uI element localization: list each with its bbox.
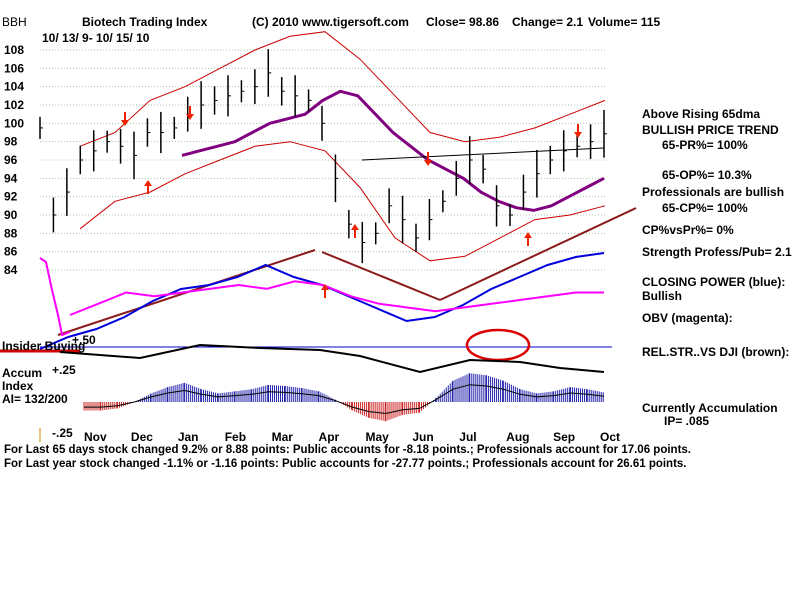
- arrow-head: [424, 160, 432, 166]
- ip-value: IP= .085: [664, 414, 709, 428]
- cpvspr-text: CP%vsPr%= 0%: [642, 223, 734, 237]
- month-label: May: [365, 430, 389, 444]
- obv-line: [69, 280, 604, 316]
- y-tick-label: 94: [4, 171, 18, 185]
- upper-band-line: [79, 31, 606, 147]
- arrow-head: [186, 114, 194, 120]
- accumulation-label: Currently Accumulation: [642, 401, 778, 415]
- trend-text: BULLISH PRICE TREND: [642, 123, 779, 137]
- sell-arrow: [121, 112, 129, 126]
- trendlines-group: [57, 147, 637, 336]
- cp-text: 65-CP%= 100%: [662, 201, 748, 215]
- y-tick-label: 84: [4, 263, 18, 277]
- buy-arrow: [524, 232, 532, 246]
- month-label: Apr: [319, 430, 340, 444]
- month-label: Dec: [131, 430, 153, 444]
- insider-buying-label: Insider Buying: [2, 339, 85, 353]
- y-tick-label: 104: [4, 80, 24, 94]
- chart-title: Biotech Trading Index: [82, 15, 208, 29]
- y-tick-label: 98: [4, 135, 18, 149]
- arrow-head: [121, 120, 129, 126]
- obv-group: [39, 257, 604, 337]
- month-label: Oct: [600, 430, 620, 444]
- buy-arrow: [351, 224, 359, 238]
- op-text: 65-OP%= 10.3%: [662, 168, 752, 182]
- pr-text: 65-PR%= 100%: [662, 138, 748, 152]
- right-panel: Above Rising 65dma BULLISH PRICE TREND 6…: [642, 107, 792, 428]
- rel-strength-line: [59, 343, 605, 374]
- sell-arrow: [424, 152, 432, 166]
- buy-arrow: [321, 284, 329, 298]
- buy-arrow: [144, 180, 152, 194]
- neckline: [361, 147, 605, 161]
- ma-group: [181, 89, 605, 212]
- y-tick-label: 102: [4, 98, 24, 112]
- accum-ma-line: [84, 384, 605, 415]
- price-bars: [39, 49, 607, 264]
- y-tick-label: 108: [4, 43, 24, 57]
- accum-tick-label: -.25: [52, 426, 73, 440]
- y-tick-label: 96: [4, 153, 18, 167]
- arrow-head: [524, 232, 532, 238]
- accum-ticks: +.50 +.25 -.25: [52, 333, 96, 440]
- change-value: Change= 2.1: [512, 15, 583, 29]
- y-tick-label: 86: [4, 245, 18, 259]
- y-tick-label: 90: [4, 208, 18, 222]
- volume-value: Volume= 115: [588, 15, 660, 29]
- ai-value: AI= 132/200: [2, 392, 68, 406]
- month-label: Jan: [178, 430, 199, 444]
- relstr-label: REL.STR..VS DJI (brown):: [642, 345, 789, 359]
- date-range: 10/ 13/ 9- 10/ 15/ 10: [42, 31, 150, 45]
- month-label: Jul: [459, 430, 476, 444]
- professionals-text: Professionals are bullish: [642, 185, 784, 199]
- accum-group: [83, 373, 605, 422]
- sell-arrow: [186, 106, 194, 120]
- rel-strength-group: [59, 343, 605, 374]
- accum-tick-label: +.25: [52, 363, 76, 377]
- x-axis-months: Nov Dec Jan Feb Mar Apr May Jun Jul Aug Sep Oct: [84, 430, 620, 444]
- month-label: Jun: [412, 430, 433, 444]
- highlight-ellipse: [465, 328, 531, 362]
- footer-line-year: For Last year stock changed -1.1% or -1.…: [4, 458, 687, 470]
- y-tick-label: 88: [4, 226, 18, 240]
- close-value: Close= 98.86: [426, 15, 499, 29]
- trendline: [321, 251, 441, 301]
- month-label: Nov: [84, 430, 107, 444]
- y-tick-label: 100: [4, 116, 24, 130]
- accum-label-1: Accum: [2, 366, 42, 380]
- y-axis-ticks: 108 106 104 102 100 98 96 94 92 90 88 86 84: [4, 43, 24, 277]
- accum-tick-label: +.50: [72, 333, 96, 347]
- month-label: Mar: [272, 430, 294, 444]
- arrows-group: [121, 106, 582, 298]
- strength-text: Strength Profess/Pub= 2.1: [642, 245, 792, 259]
- arrow-head: [321, 284, 329, 290]
- closing-power-value: Bullish: [642, 289, 682, 303]
- above-ma-text: Above Rising 65dma: [642, 107, 760, 121]
- price-grid: [40, 49, 606, 271]
- copyright: (C) 2010 www.tigersoft.com: [252, 15, 409, 29]
- sell-arrow: [574, 124, 582, 138]
- arrow-head: [144, 180, 152, 186]
- month-label: Feb: [225, 430, 246, 444]
- month-label: Aug: [506, 430, 529, 444]
- trendline: [439, 207, 637, 301]
- ma65-line: [181, 89, 605, 212]
- obv-hook-line: [39, 257, 71, 337]
- closing-power-label: CLOSING POWER (blue):: [642, 275, 785, 289]
- accum-label-2: Index: [2, 379, 34, 393]
- bands-group: [79, 31, 606, 262]
- ticker-symbol: BBH: [2, 15, 27, 29]
- obv-label: OBV (magenta):: [642, 311, 733, 325]
- arrow-head: [574, 132, 582, 138]
- footer-line-65days: For Last 65 days stock changed 9.2% or 8…: [4, 444, 691, 456]
- arrow-head: [351, 224, 359, 230]
- lower-band-line: [79, 141, 606, 262]
- y-tick-label: 92: [4, 190, 18, 204]
- y-tick-label: 106: [4, 61, 24, 75]
- month-label: Sep: [553, 430, 575, 444]
